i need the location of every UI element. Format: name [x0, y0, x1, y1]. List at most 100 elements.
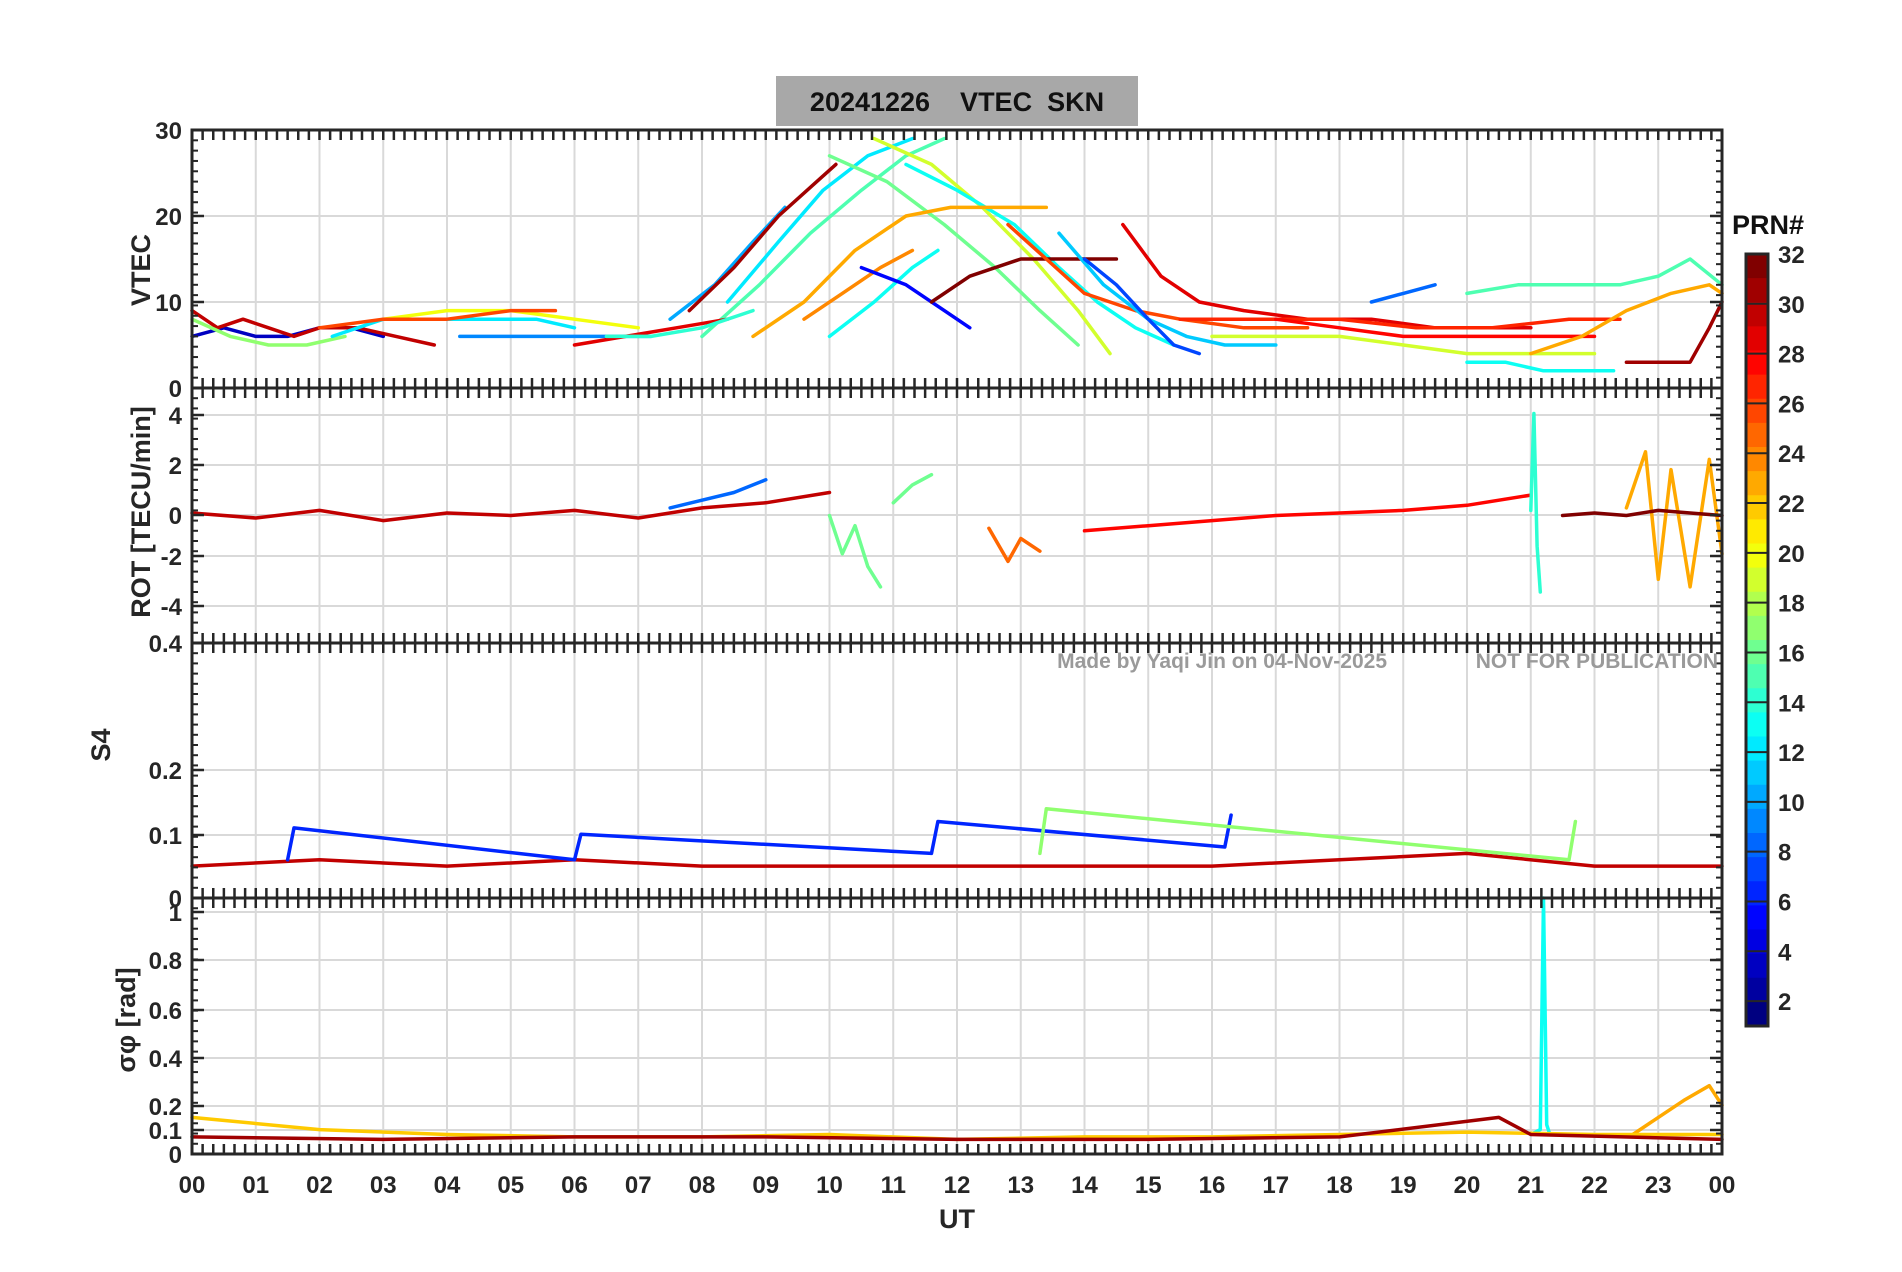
x-tick-label: 23 [1645, 1172, 1672, 1199]
colorbar-segment [1746, 712, 1768, 737]
colorbar-segment [1746, 519, 1768, 544]
colorbar-segment [1746, 881, 1768, 906]
panel-vtec-ytick-label: 30 [155, 118, 182, 145]
x-tick-label: 09 [752, 1172, 779, 1199]
panel-sigma_phi-ytick-label: 0.1 [149, 1118, 182, 1145]
series-line-prn-28 [1274, 317, 1597, 339]
x-tick-label: 04 [434, 1172, 461, 1199]
colorbar-tick-label: 2 [1778, 989, 1791, 1016]
series-line-prn-23 [1529, 283, 1724, 356]
panel-sigma_phi-ytick-label: 0 [169, 1142, 182, 1169]
panel-vtec-series [190, 136, 1724, 373]
colorbar-segment [1746, 278, 1768, 303]
x-tick-label: 08 [689, 1172, 716, 1199]
panel-s4: 0 0.1 0.2 0.4 S4 [86, 631, 1724, 913]
series-line-prn-31 [1624, 300, 1724, 364]
x-tick-label: 14 [1071, 1172, 1098, 1199]
colorbar-segment [1746, 422, 1768, 448]
series-line-prn-13 [827, 248, 940, 339]
series-line-prn-30 [190, 490, 832, 523]
colorbar-segment [1746, 374, 1768, 400]
series-line-prn-8 [1369, 283, 1437, 304]
colorbar-segment [1746, 833, 1768, 858]
panel-s4-ytick-label: 0 [169, 886, 182, 913]
series-line-prn-7 [1082, 257, 1202, 356]
panel-vtec-ytick-label: 10 [155, 290, 182, 317]
colorbar-segment [1746, 591, 1768, 617]
panel-rot-ytick-label: 2 [169, 453, 182, 480]
panel-rot-ylabel: ROT [TECU/min] [126, 406, 156, 617]
series-line-prn-26 [317, 308, 558, 330]
colorbar-tick-label: 12 [1778, 740, 1805, 767]
panel-s4-ytick-label: 0.4 [149, 631, 183, 658]
title-box [776, 76, 1138, 126]
panel-s4-ylabel: S4 [86, 728, 116, 761]
colorbar-tick-label: 20 [1778, 541, 1805, 568]
series-line-prn-23 [1624, 450, 1724, 589]
colorbar-tick-label: 22 [1778, 491, 1805, 518]
watermark-author: Made by Yaqi Jin on 04-Nov-2025 [1057, 650, 1387, 673]
panel-sigma_phi-ytick-label: 0.8 [149, 948, 182, 975]
series-line-prn-27 [1178, 317, 1622, 330]
colorbar-segment [1746, 447, 1768, 472]
colorbar-segment [1746, 784, 1768, 810]
series-line-prn-12 [725, 136, 915, 304]
chart-title: 20241226 VTEC SKN [810, 87, 1104, 117]
colorbar-segment [1746, 398, 1768, 424]
colorbar-tick-label: 28 [1778, 342, 1805, 369]
series-line-prn-13 [1465, 360, 1616, 373]
panel-rot-series [190, 411, 1724, 594]
x-tick-label: 02 [306, 1172, 333, 1199]
panel-sigma_phi-frame [190, 896, 1724, 1156]
panel-sigma_phi-ylabel: σφ [rad] [111, 967, 141, 1072]
panel-vtec-ylabel: VTEC [126, 234, 156, 306]
panel-rot-ytick-label: 0 [169, 503, 182, 530]
colorbar-segment [1746, 543, 1768, 569]
colorbar-segment [1746, 953, 1768, 979]
x-axis-ticks: 00 01 02 03 04 05 06 07 08 09 10 11 12 13 14 15 16 17 18 19… [179, 1172, 1736, 1199]
panel-rot: -4 -2 0 2 4 ROT [TECU/min] [126, 386, 1724, 645]
x-tick-label: 10 [816, 1172, 843, 1199]
panel-sigma_phi-series [190, 896, 1724, 1142]
panel-vtec-ytick-label: 0 [169, 376, 182, 403]
colorbar-segment [1746, 615, 1768, 641]
x-tick-label: 19 [1390, 1172, 1417, 1199]
series-line-prn-6 [285, 813, 1233, 862]
series-line-prn-16 [827, 513, 883, 589]
x-axis-label: UT [939, 1204, 975, 1234]
colorbar-segment [1746, 977, 1768, 1003]
series-line-prn-11 [1057, 231, 1278, 347]
series-line-prn-28 [1082, 493, 1533, 533]
panel-sigma_phi-tickmarks [190, 898, 1724, 1156]
colorbar-segment [1746, 929, 1768, 955]
panel-sigma_phi-ytick-label: 1 [169, 900, 182, 927]
colorbar-tick-label: 18 [1778, 591, 1805, 618]
series-line-prn-30 [190, 308, 437, 347]
colorbar-tick-label: 26 [1778, 391, 1805, 418]
x-tick-label: 17 [1262, 1172, 1289, 1199]
series-line-prn-13 [904, 162, 1176, 347]
series-line-prn-16 [891, 472, 934, 505]
colorbar-segment [1746, 688, 1768, 713]
x-tick-label: 03 [370, 1172, 397, 1199]
panel-sigma_phi: 00.10.2 0.4 0.6 0.8 1 σφ [rad] [111, 896, 1724, 1169]
colorbar-segment [1746, 350, 1768, 376]
series-line-prn-16 [827, 154, 1080, 347]
series-line-prn-23 [1631, 1083, 1724, 1137]
panel-vtec: 0 10 20 30 VTEC [126, 118, 1724, 403]
colorbar-tick-label: 14 [1778, 690, 1805, 717]
colorbar-title: PRN# [1732, 210, 1804, 240]
x-tick-label: 00 [1709, 1172, 1736, 1199]
colorbar-tick-label: 6 [1778, 889, 1791, 916]
series-line-prn-31 [190, 1115, 1724, 1142]
series-line-prn-23 [751, 205, 1049, 339]
x-tick-label: 13 [1007, 1172, 1034, 1199]
x-tick-label: 21 [1517, 1172, 1544, 1199]
colorbar-segment [1746, 857, 1768, 882]
series-line-prn-14 [604, 308, 755, 339]
series-line-prn-31 [687, 162, 838, 313]
series-line-prn-14 [1529, 411, 1543, 594]
colorbar-segment [1746, 567, 1768, 593]
